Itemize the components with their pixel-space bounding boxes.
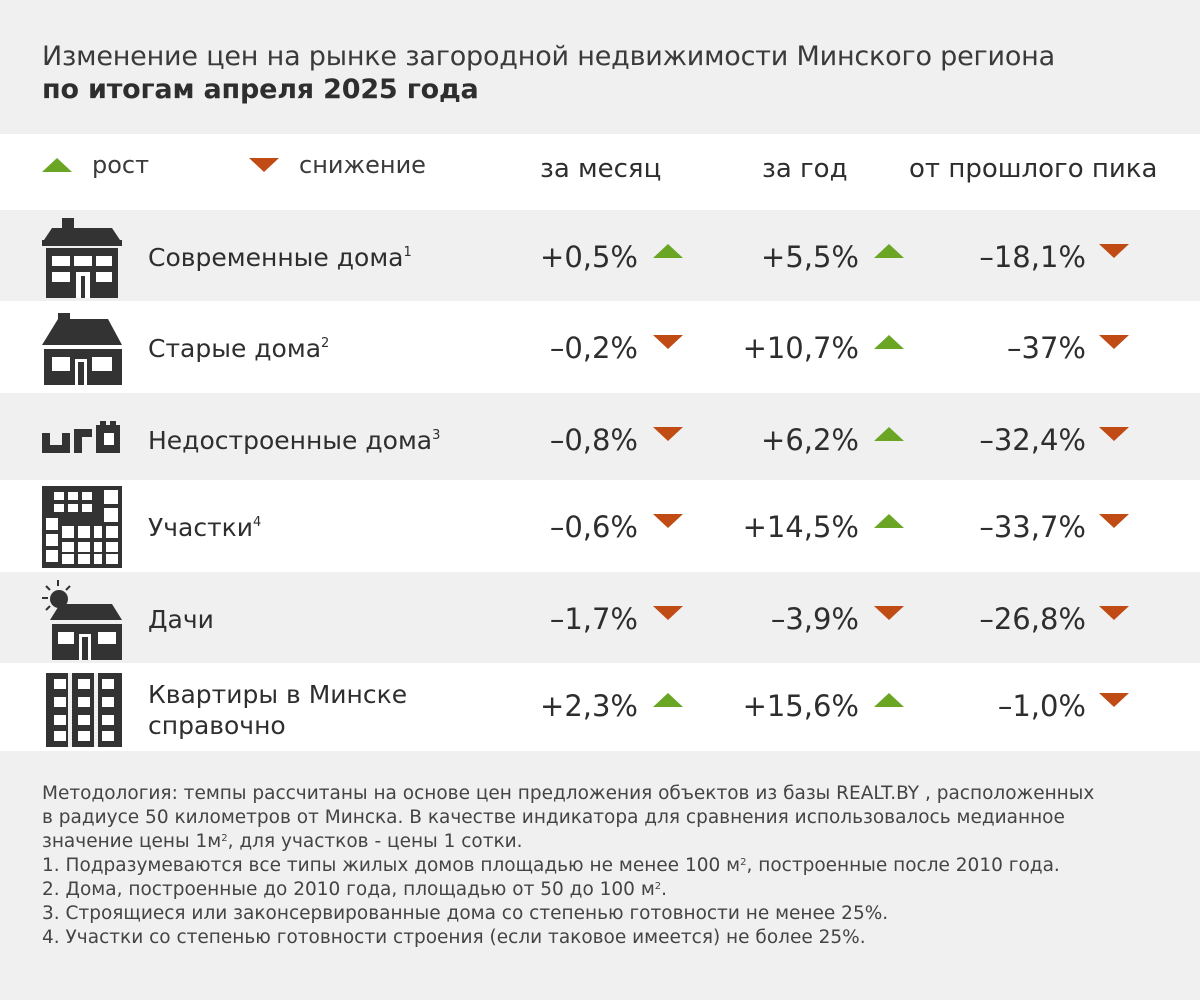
note-sup: 2 [654, 881, 662, 892]
triangle-up-icon [874, 514, 904, 528]
dacha-sun-icon [38, 578, 124, 660]
value-year: –3,9% [770, 602, 859, 636]
value-year: +15,6% [742, 689, 859, 723]
footnote-marker: 4 [252, 515, 262, 530]
value-month: –1,7% [549, 602, 638, 636]
column-header-peak: от прошлого пика [909, 154, 1158, 184]
table-row: Старые дома2 –0,2% +10,7% –37% [0, 301, 1200, 393]
footnote-marker: 2 [321, 336, 330, 351]
triangle-down-icon [653, 335, 683, 349]
note-sup: 2 [221, 833, 228, 844]
triangle-down-icon [653, 427, 683, 441]
table-row: Недостроенные дома3 –0,8% +6,2% –32,4% [0, 393, 1200, 480]
methodology-notes: Методология: темпы рассчитаны на основе … [42, 782, 1172, 950]
value-year: +5,5% [761, 240, 859, 274]
legend-down-label: снижение [299, 151, 426, 179]
triangle-up-icon [653, 244, 683, 258]
triangle-up-icon [874, 244, 904, 258]
row-label: Современные дома1 [148, 242, 412, 273]
footnote-3: 3. Строящиеся или законсервированные дом… [42, 903, 889, 924]
triangle-up-icon [653, 693, 683, 707]
legend-up: рост [42, 151, 149, 179]
note-text: , для участков - цены 1 сотки. [227, 831, 523, 852]
legend-down: снижение [249, 151, 426, 179]
footnote-marker: 3 [432, 428, 441, 443]
row-label-text: Дачи [148, 605, 214, 634]
note-line: в радиусе 50 километров от Минска. В кач… [42, 807, 1065, 828]
row-label: Участки4 [148, 512, 261, 543]
note-text: . [661, 879, 668, 900]
footnote-marker: 1 [403, 245, 412, 260]
value-peak: –1,0% [997, 689, 1086, 723]
row-label-line: справочно [148, 711, 286, 740]
row-label: Недостроенные дома3 [148, 425, 440, 456]
table-row: Участки4 –0,6% +14,5% –33,7% [0, 480, 1200, 572]
row-label: Квартиры в Минске справочно [148, 679, 407, 741]
value-peak: –26,8% [979, 602, 1086, 636]
triangle-down-icon [874, 606, 904, 620]
note-text: значение цены 1м [42, 831, 222, 852]
value-year: +14,5% [742, 510, 859, 544]
triangle-down-icon [1099, 606, 1129, 620]
value-month: –0,8% [549, 423, 638, 457]
row-label: Старые дома2 [148, 333, 329, 364]
value-year: +6,2% [761, 423, 859, 457]
row-label-text: Участки [148, 513, 253, 542]
triangle-down-icon [1099, 693, 1129, 707]
column-header-month: за месяц [540, 154, 662, 184]
note-text: 2. Дома, построенные до 2010 года, площа… [42, 879, 655, 900]
table-row: Современные дома1 +0,5% +5,5% –18,1% [0, 210, 1200, 301]
triangle-down-icon [1099, 514, 1129, 528]
value-month: –0,6% [549, 510, 638, 544]
footnote-2: 2. Дома, построенные до 2010 года, площа… [42, 878, 1172, 902]
column-header-year: за год [762, 154, 848, 184]
apartment-building-icon [38, 669, 124, 751]
old-house-icon [38, 307, 124, 389]
value-month: +0,5% [540, 240, 638, 274]
row-label-text: Старые дома [148, 334, 322, 363]
row-label-text: Современные дома [148, 243, 404, 272]
legend-up-label: рост [92, 151, 150, 179]
modern-house-icon [38, 216, 124, 298]
legend-header-row: рост снижение за месяц за год от прошлог… [0, 134, 1200, 210]
value-peak: –18,1% [979, 240, 1086, 274]
note-line: значение цены 1м2, для участков - цены 1… [42, 830, 1172, 854]
triangle-down-icon [249, 158, 279, 172]
note-line: Методология: темпы рассчитаны на основе … [42, 783, 1095, 804]
triangle-down-icon [1099, 335, 1129, 349]
land-plot-icon [38, 486, 124, 568]
value-peak: –32,4% [979, 423, 1086, 457]
note-text: , построенные после 2010 года. [746, 855, 1060, 876]
unfinished-house-icon [38, 399, 124, 481]
triangle-down-icon [1099, 244, 1129, 258]
triangle-down-icon [653, 514, 683, 528]
value-month: +2,3% [540, 689, 638, 723]
footnote-1: 1. Подразумеваются все типы жилых домов … [42, 854, 1172, 878]
row-label-text: Недостроенные дома [148, 426, 433, 455]
triangle-down-icon [653, 606, 683, 620]
triangle-up-icon [874, 335, 904, 349]
chart-title: Изменение цен на рынке загородной недвиж… [42, 40, 1172, 106]
row-label: Дачи [148, 604, 214, 635]
triangle-up-icon [874, 693, 904, 707]
value-peak: –37% [1007, 331, 1086, 365]
value-peak: –33,7% [979, 510, 1086, 544]
title-line-2: по итогам апреля 2025 года [42, 74, 479, 105]
row-label-line: Квартиры в Минске [148, 680, 408, 709]
footnote-4: 4. Участки со степенью готовности строен… [42, 927, 866, 948]
note-text: 1. Подразумеваются все типы жилых домов … [42, 855, 741, 876]
value-month: –0,2% [549, 331, 638, 365]
table-row: Квартиры в Минске справочно +2,3% +15,6% –1,… [0, 663, 1200, 751]
triangle-down-icon [1099, 427, 1129, 441]
triangle-up-icon [42, 158, 72, 172]
title-line-1: Изменение цен на рынке загородной недвиж… [42, 41, 1055, 72]
table-row: Дачи –1,7% –3,9% –26,8% [0, 572, 1200, 663]
value-year: +10,7% [742, 331, 859, 365]
note-sup: 2 [740, 857, 747, 868]
triangle-up-icon [874, 427, 904, 441]
